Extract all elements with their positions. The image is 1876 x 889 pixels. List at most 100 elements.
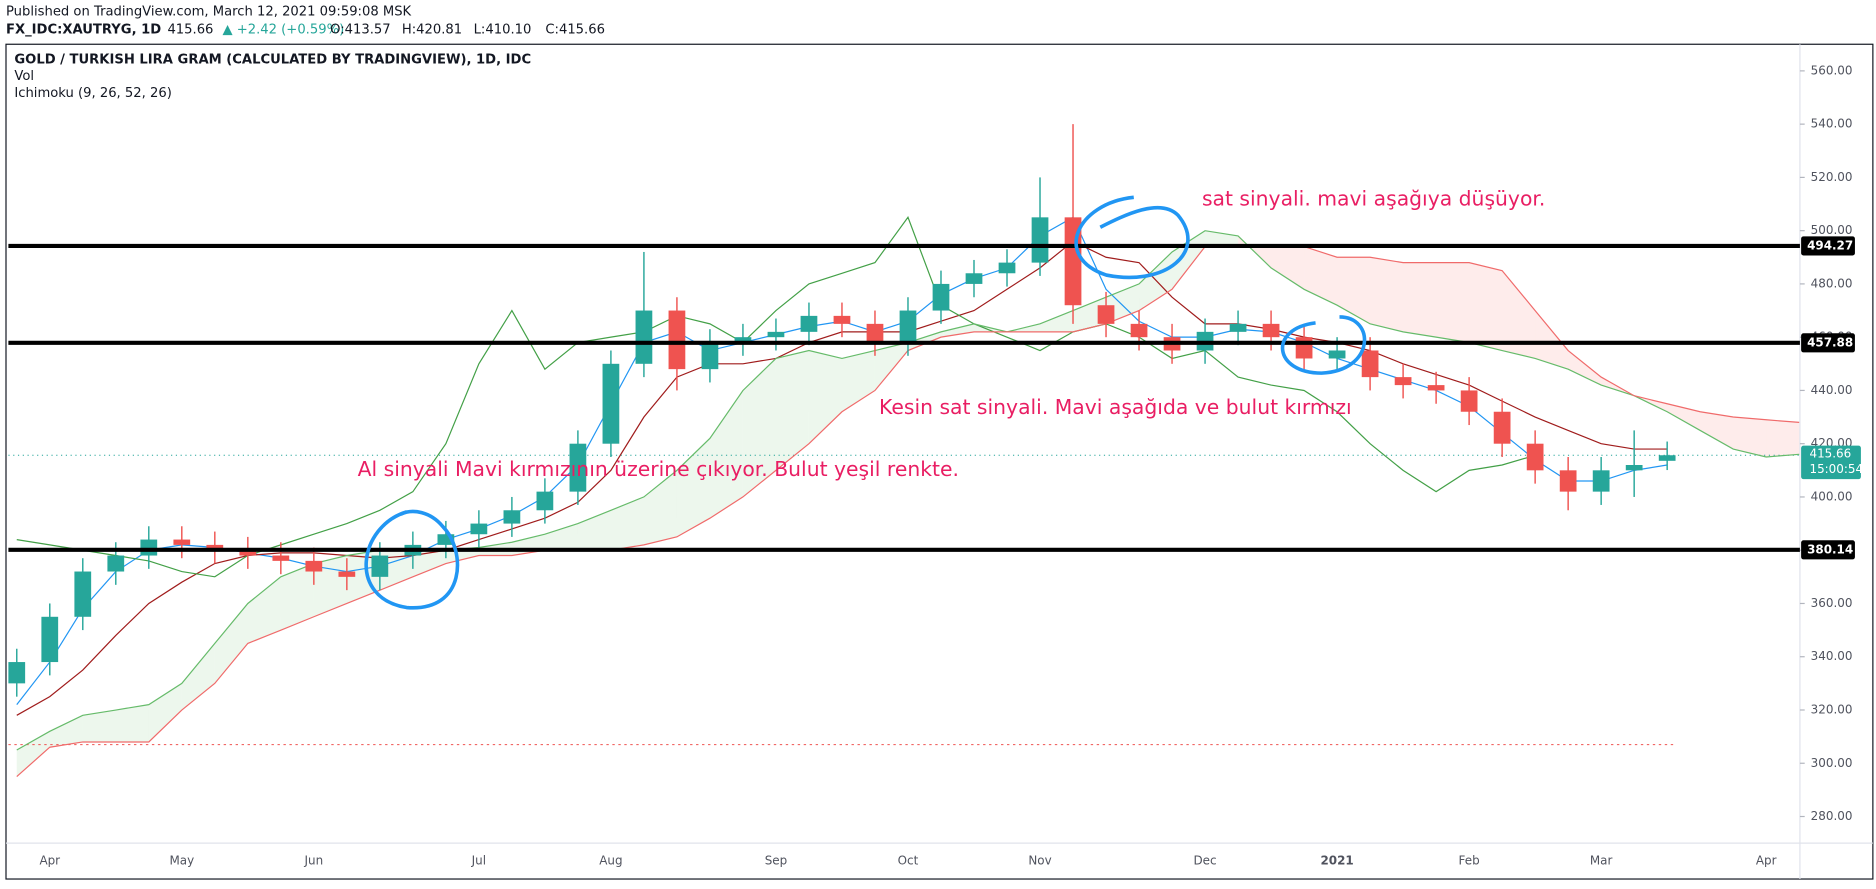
countdown: 15:00:54 (1809, 462, 1863, 476)
cloud (643, 470, 677, 545)
level-tag (1801, 236, 1855, 256)
candle-body (8, 662, 26, 684)
annotation: Al sinyali Mavi kırmızının üzerine çıkıy… (358, 457, 959, 481)
chart-title: GOLD / TURKISH LIRA GRAM (CALCULATED BY … (14, 52, 531, 67)
y-tick-label: 280.00 (1811, 809, 1853, 823)
candle-body (1361, 350, 1379, 378)
candle-body (965, 273, 983, 284)
cloud (16, 731, 50, 777)
candle-body (998, 262, 1016, 274)
x-tick-label: 2021 (1320, 854, 1353, 868)
high: H:420.81 (402, 22, 462, 37)
candle-body (602, 363, 620, 444)
candle-body (503, 510, 521, 524)
candle-body (107, 555, 125, 572)
y-tick-label: 500.00 (1811, 223, 1853, 237)
candle-body (866, 323, 884, 343)
candle-body (470, 523, 488, 535)
candle-body (1031, 217, 1049, 263)
cloud (808, 350, 842, 444)
y-tick-label: 360.00 (1811, 596, 1853, 610)
y-tick-label: 480.00 (1811, 276, 1853, 290)
price-label: 415.66 (1809, 447, 1851, 461)
open: O:413.57 (330, 22, 391, 37)
candle-body (1460, 390, 1478, 412)
cloud (1568, 350, 1602, 386)
x-tick-label: May (169, 854, 194, 868)
candle-body (371, 555, 389, 577)
candle-body (635, 310, 653, 364)
x-tick-label: Sep (765, 854, 788, 868)
candle-body (338, 571, 356, 577)
hand-circle (1280, 315, 1367, 375)
level-tag (1801, 333, 1855, 353)
cloud (1535, 310, 1569, 370)
candle-body (1559, 470, 1577, 492)
candle-body (899, 310, 917, 343)
cloud (1403, 262, 1437, 338)
cloud (676, 438, 710, 537)
cloud (940, 323, 974, 338)
candle-body (536, 491, 554, 511)
cloud (610, 496, 644, 551)
cloud (1040, 310, 1074, 332)
cloud (49, 715, 83, 748)
change: ▲ +2.42 (+0.59%) (222, 22, 344, 37)
candle-body (1097, 305, 1115, 324)
cloud (1205, 230, 1239, 247)
candle-body (1295, 337, 1313, 359)
cloud (1271, 246, 1305, 290)
cloud (1502, 270, 1536, 359)
candle-body (734, 337, 752, 343)
candle-body (767, 331, 785, 338)
candle-body (305, 560, 323, 572)
cloud (1337, 257, 1371, 324)
candle-body (1658, 455, 1676, 461)
cloud (115, 704, 149, 742)
cloud (412, 550, 446, 577)
cloud (1469, 262, 1503, 351)
candle-body (1229, 323, 1247, 332)
x-tick-label: Nov (1028, 854, 1051, 868)
x-tick-label: Feb (1459, 854, 1480, 868)
y-tick-label: 340.00 (1811, 649, 1853, 663)
cloud (280, 563, 314, 631)
candle-body (140, 539, 158, 556)
indicator: Ichimoku (9, 26, 52, 26) (14, 86, 171, 101)
candle-body (1427, 385, 1445, 391)
symbol: FX_IDC:XAUTRYG, 1D (6, 22, 161, 37)
candle-body (1394, 377, 1412, 386)
cloud (181, 643, 215, 710)
candle-body (668, 310, 686, 370)
candle-body (206, 544, 224, 551)
cloud (874, 342, 908, 391)
level-label: 457.88 (1807, 335, 1853, 349)
candle-body (1625, 464, 1643, 471)
candle-body (701, 342, 719, 370)
candle-body (569, 443, 587, 492)
x-tick-label: Oct (898, 854, 919, 868)
level-tag (1801, 540, 1855, 560)
y-tick-label: 560.00 (1811, 63, 1853, 77)
candle-body (1262, 323, 1280, 338)
x-tick-label: Apr (39, 854, 60, 868)
cloud (544, 523, 578, 551)
y-tick-label: 400.00 (1811, 489, 1853, 503)
cloud (1139, 251, 1173, 311)
candle-body (1493, 411, 1511, 444)
plot (8, 124, 1800, 777)
candle-body (74, 571, 92, 617)
x-tick-label: Apr (1756, 854, 1777, 868)
candle-body (1526, 443, 1544, 471)
level-label: 494.27 (1807, 238, 1853, 252)
candle-body (272, 555, 290, 561)
cloud (148, 683, 182, 742)
candle-body (833, 315, 851, 324)
cloud (742, 358, 776, 497)
price-tag (1801, 445, 1861, 480)
cloud (577, 510, 611, 551)
y-tick-label: 300.00 (1811, 756, 1853, 770)
hand-circle (364, 509, 460, 610)
cloud (1436, 262, 1470, 343)
